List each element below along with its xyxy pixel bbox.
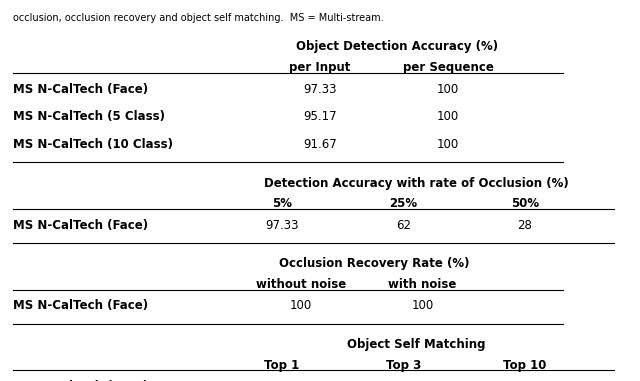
Text: MS N-CalTech (10 Class): MS N-CalTech (10 Class): [13, 138, 173, 151]
Text: 97.33: 97.33: [265, 219, 298, 232]
Text: 97.33: 97.33: [303, 83, 337, 96]
Text: MS N-CalTech (Face): MS N-CalTech (Face): [13, 380, 148, 381]
Text: occlusion, occlusion recovery and object self matching.  MS = Multi-stream.: occlusion, occlusion recovery and object…: [13, 13, 383, 23]
Text: Object Detection Accuracy (%): Object Detection Accuracy (%): [296, 40, 498, 53]
Text: MS N-CalTech (Face): MS N-CalTech (Face): [13, 219, 148, 232]
Text: 100: 100: [437, 138, 459, 151]
Text: 95: 95: [274, 380, 289, 381]
Text: 62: 62: [396, 219, 411, 232]
Text: 91.67: 91.67: [303, 138, 337, 151]
Text: 95.17: 95.17: [303, 110, 337, 123]
Text: 100: 100: [392, 380, 414, 381]
Text: with noise: with noise: [388, 278, 456, 291]
Text: MS N-CalTech (Face): MS N-CalTech (Face): [13, 299, 148, 312]
Text: Top 10: Top 10: [503, 359, 547, 372]
Text: MS N-CalTech (5 Class): MS N-CalTech (5 Class): [13, 110, 165, 123]
Text: Occlusion Recovery Rate (%): Occlusion Recovery Rate (%): [279, 258, 470, 271]
Text: 25%: 25%: [389, 197, 417, 210]
Text: 100: 100: [437, 83, 459, 96]
Text: MS N-CalTech (Face): MS N-CalTech (Face): [13, 83, 148, 96]
Text: 100: 100: [437, 110, 459, 123]
Text: 100: 100: [290, 299, 312, 312]
Text: Top 3: Top 3: [385, 359, 421, 372]
Text: 28: 28: [517, 219, 532, 232]
Text: 50%: 50%: [511, 197, 539, 210]
Text: Top 1: Top 1: [264, 359, 300, 372]
Text: Object Self Matching: Object Self Matching: [347, 338, 485, 351]
Text: 100: 100: [514, 380, 536, 381]
Text: per Sequence: per Sequence: [403, 61, 493, 74]
Text: per Input: per Input: [289, 61, 351, 74]
Text: without noise: without noise: [255, 278, 346, 291]
Text: 100: 100: [412, 299, 433, 312]
Text: 5%: 5%: [271, 197, 292, 210]
Text: Detection Accuracy with rate of Occlusion (%): Detection Accuracy with rate of Occlusio…: [264, 176, 568, 190]
